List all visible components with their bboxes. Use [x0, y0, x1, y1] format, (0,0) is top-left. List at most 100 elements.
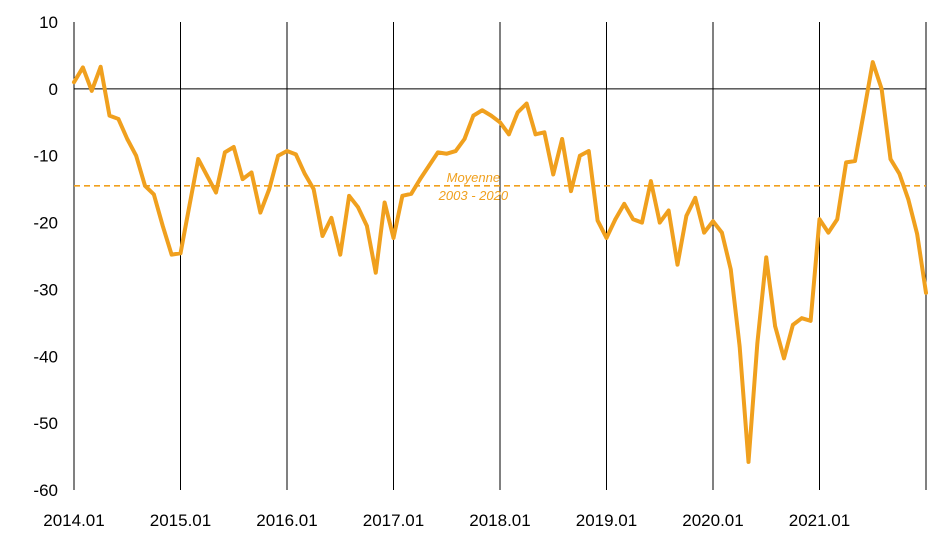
data-point — [844, 160, 848, 165]
data-point — [329, 216, 334, 220]
data-point — [675, 262, 680, 267]
data-point — [817, 217, 822, 222]
x-tick-label: 2019.01 — [576, 511, 637, 530]
x-tick-label: 2017.01 — [363, 511, 424, 530]
data-point — [666, 208, 671, 213]
data-point — [764, 255, 769, 260]
data-point — [453, 149, 458, 153]
data-point — [728, 267, 733, 272]
x-tick-label: 2014.01 — [43, 511, 104, 530]
data-point — [622, 202, 627, 206]
data-point — [81, 65, 85, 70]
data-point — [391, 236, 396, 240]
data-point — [169, 252, 174, 257]
data-point — [879, 87, 884, 91]
data-point — [249, 170, 254, 175]
data-point — [906, 197, 911, 201]
data-point — [116, 117, 121, 121]
data-point — [240, 177, 245, 181]
average-label-line2: 2003 - 2020 — [438, 188, 509, 203]
data-point — [915, 232, 919, 236]
data-point — [560, 137, 564, 141]
data-point — [862, 110, 866, 115]
data-point — [755, 341, 760, 345]
y-tick-label: -30 — [33, 280, 58, 299]
data-point — [356, 205, 360, 209]
data-point — [533, 132, 538, 137]
data-point — [524, 101, 529, 106]
x-tick-label: 2016.01 — [256, 511, 317, 530]
data-point — [196, 157, 201, 161]
year-gridlines — [180, 22, 927, 490]
data-point — [302, 171, 307, 176]
data-point — [373, 270, 378, 275]
data-point — [835, 217, 840, 222]
data-point — [285, 149, 289, 153]
data-point — [160, 224, 165, 228]
data-point — [782, 356, 786, 361]
y-tick-label: -20 — [33, 214, 58, 233]
data-point — [657, 220, 662, 225]
data-point — [711, 219, 715, 224]
data-point — [125, 137, 130, 141]
data-point — [684, 214, 689, 218]
data-point — [72, 80, 76, 84]
data-point — [311, 187, 316, 191]
data-point — [640, 220, 644, 225]
data-point — [98, 64, 103, 69]
data-point — [205, 173, 209, 178]
data-point — [888, 157, 893, 161]
data-point — [737, 344, 742, 349]
data-point — [267, 187, 272, 191]
data-point — [187, 204, 192, 208]
data-point — [276, 153, 280, 158]
y-tick-label: 10 — [39, 13, 58, 32]
data-point — [489, 113, 493, 118]
data-point — [143, 184, 147, 188]
data-point — [214, 190, 218, 195]
data-point — [223, 150, 227, 155]
data-point — [604, 236, 609, 240]
data-point — [578, 153, 582, 158]
data-point — [320, 234, 325, 238]
data-point — [515, 110, 520, 115]
data-point — [826, 230, 831, 235]
data-point — [693, 196, 698, 200]
data-point — [595, 218, 600, 223]
series-points — [72, 60, 928, 464]
data-point — [400, 194, 405, 198]
data-point — [382, 200, 387, 205]
data-point — [471, 113, 476, 118]
data-point — [773, 324, 777, 329]
data-point — [427, 163, 431, 168]
data-point — [347, 194, 351, 198]
data-point — [444, 151, 449, 156]
y-tick-label: -10 — [33, 147, 58, 166]
data-point — [231, 145, 236, 149]
data-point — [702, 230, 706, 235]
data-point — [152, 192, 156, 197]
data-point — [631, 217, 635, 222]
data-point — [418, 177, 422, 181]
data-point — [897, 171, 902, 176]
y-axis-ticks: 10 0 -10 -20 -30 -40 -50 -60 — [33, 13, 58, 500]
y-tick-label: 0 — [49, 80, 58, 99]
data-point — [853, 159, 857, 163]
data-point — [720, 230, 724, 235]
data-point — [507, 132, 511, 137]
y-tick-label: -60 — [33, 481, 58, 500]
data-point — [791, 323, 795, 327]
data-point — [542, 130, 547, 135]
data-point — [409, 192, 414, 196]
data-point — [498, 120, 502, 125]
data-point — [258, 210, 263, 215]
data-point — [462, 137, 467, 141]
data-point — [870, 60, 875, 64]
data-point — [613, 217, 618, 222]
y-tick-label: -50 — [33, 414, 58, 433]
average-label-line1: Moyenne — [447, 170, 500, 185]
y-tick-label: -40 — [33, 347, 58, 366]
data-point — [134, 153, 138, 158]
data-point — [480, 108, 485, 113]
data-point — [365, 224, 369, 228]
